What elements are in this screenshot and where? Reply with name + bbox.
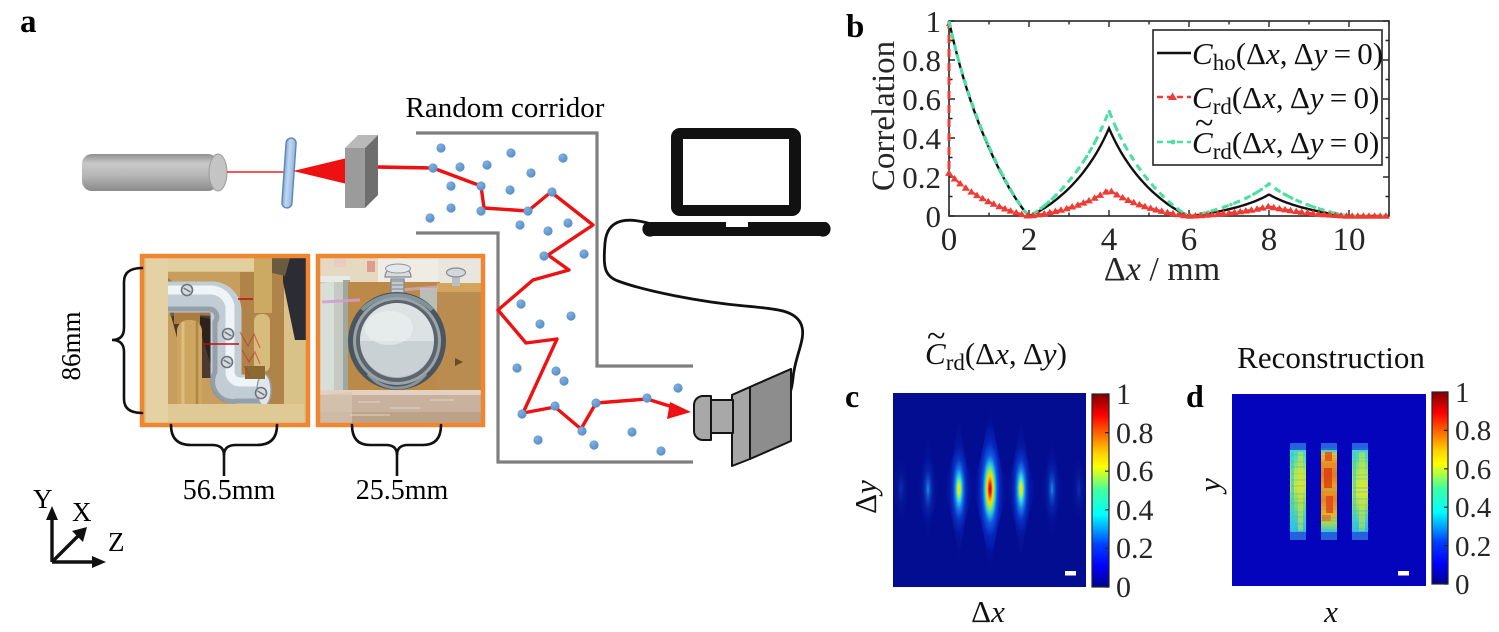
svg-text:10: 10: [1333, 222, 1366, 258]
svg-text:0: 0: [926, 199, 942, 234]
svg-text:Δy: Δy: [848, 480, 883, 514]
svg-text:0.8: 0.8: [1116, 417, 1154, 450]
svg-text:Z: Z: [108, 527, 125, 557]
svg-text:b: b: [846, 9, 864, 45]
svg-text:0.4: 0.4: [902, 121, 941, 156]
svg-text:0.6: 0.6: [902, 82, 941, 117]
svg-text:0.8: 0.8: [902, 43, 941, 78]
svg-text:1: 1: [1455, 377, 1470, 409]
svg-text:56.5mm: 56.5mm: [183, 475, 276, 506]
svg-text:c: c: [845, 378, 859, 414]
svg-text:6: 6: [1181, 222, 1198, 258]
svg-text:25.5mm: 25.5mm: [356, 475, 449, 506]
svg-text:0.6: 0.6: [1455, 454, 1491, 486]
svg-text:0: 0: [1455, 569, 1470, 601]
svg-text:0.4: 0.4: [1116, 494, 1154, 527]
svg-text:0.2: 0.2: [1455, 531, 1491, 563]
svg-text:Correlation: Correlation: [866, 41, 902, 191]
svg-text:2: 2: [1021, 222, 1038, 258]
svg-text:a: a: [20, 4, 37, 40]
svg-text:0.4: 0.4: [1455, 492, 1492, 524]
svg-text:0.8: 0.8: [1455, 415, 1491, 447]
svg-text:4: 4: [1101, 222, 1118, 258]
svg-text:0.2: 0.2: [1116, 532, 1154, 565]
svg-text:X: X: [72, 497, 92, 527]
svg-text:0: 0: [1116, 571, 1131, 604]
svg-text:~: ~: [1195, 105, 1213, 142]
svg-text:Δx / mm: Δx / mm: [1104, 251, 1220, 288]
svg-text:Reconstruction: Reconstruction: [1237, 340, 1425, 375]
svg-text:y: y: [1192, 478, 1227, 495]
svg-text:Y: Y: [33, 484, 53, 514]
svg-text:86mm: 86mm: [56, 311, 86, 380]
svg-text:0: 0: [941, 222, 958, 258]
svg-text:0.6: 0.6: [1116, 455, 1154, 488]
svg-text:1: 1: [1116, 378, 1131, 411]
svg-text:~: ~: [927, 318, 945, 355]
svg-text:1: 1: [926, 4, 942, 39]
svg-text:Crd(Δx, Δy): Crd(Δx, Δy): [925, 336, 1067, 375]
svg-text:Δx: Δx: [971, 594, 1005, 629]
svg-text:Random corridor: Random corridor: [406, 92, 605, 124]
svg-text:0.2: 0.2: [902, 160, 941, 195]
svg-text:d: d: [1186, 378, 1204, 414]
svg-text:8: 8: [1261, 222, 1278, 258]
svg-text:x: x: [1323, 594, 1338, 629]
